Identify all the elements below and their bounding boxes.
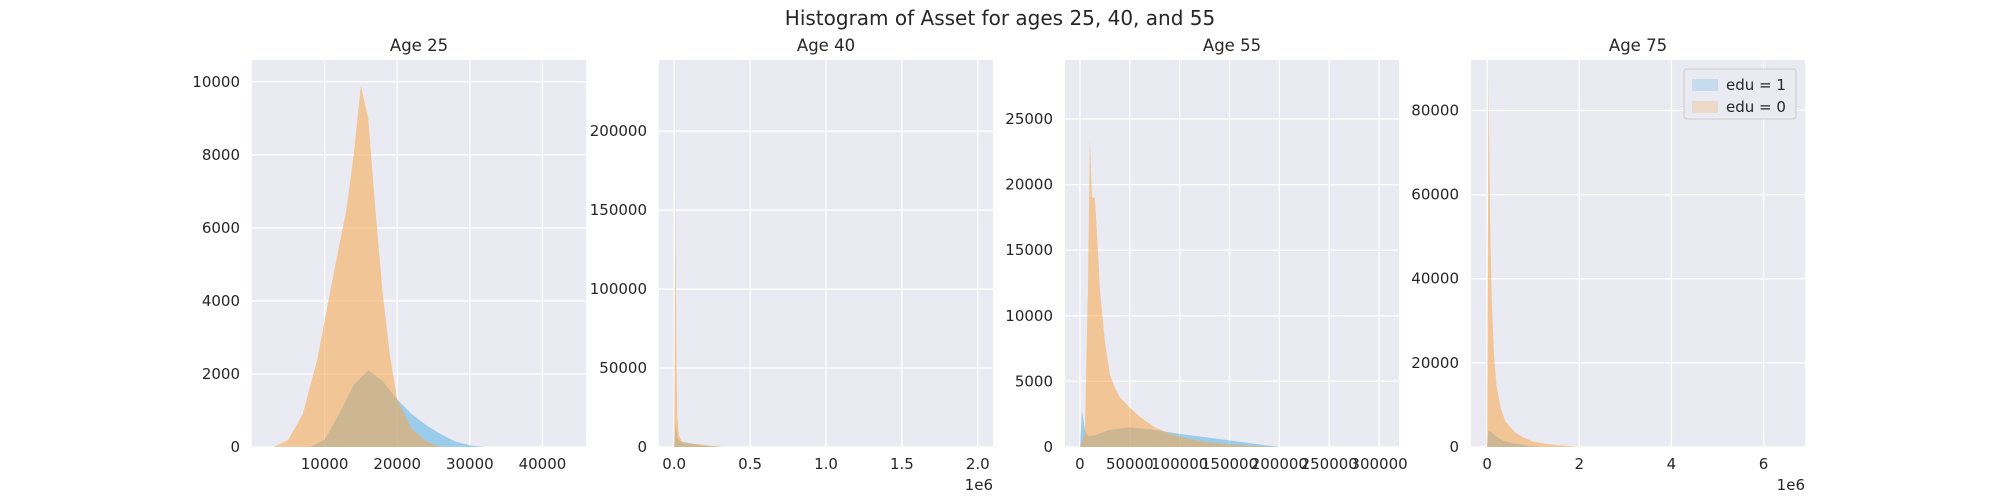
subplot-title: Age 25: [390, 36, 448, 55]
y-tick-label: 0: [1043, 438, 1053, 456]
x-tick-label: 20000: [373, 455, 421, 473]
x-tick-label: 6: [1759, 455, 1769, 473]
y-tick-label: 80000: [1411, 101, 1459, 119]
y-tick-label: 0: [1449, 438, 1459, 456]
y-tick-label: 2000: [202, 365, 240, 383]
x-tick-label: 200000: [1251, 455, 1308, 473]
plot-area: [1471, 60, 1805, 447]
plot-area: [252, 60, 586, 447]
x-tick-label: 300000: [1350, 455, 1407, 473]
x-tick-label: 1.0: [814, 455, 838, 473]
y-tick-label: 10000: [1005, 307, 1053, 325]
x-tick-label: 0: [1075, 455, 1085, 473]
y-tick-label: 20000: [1411, 354, 1459, 372]
legend-frame: [1683, 68, 1797, 120]
y-tick-label: 200000: [590, 122, 647, 140]
y-tick-label: 4000: [202, 292, 240, 310]
legend-swatch: [1692, 79, 1718, 91]
subplot-age-75: 0 2 4 6 0 20000 40000 60000 80000 1e6 Age 75: [1411, 36, 1805, 494]
x-tick-label: 2.0: [966, 455, 990, 473]
subplot-age-25: 10000 20000 30000 40000 0 2000 4000 6000 8000 100…: [192, 36, 586, 473]
subplot-age-40: 0.0 0.5 1.0 1.5 2.0 0 50000 100000 150000 200000 1…: [590, 36, 993, 494]
x-tick-label: 30000: [446, 455, 494, 473]
x-offset-label: 1e6: [965, 476, 993, 494]
y-tick-label: 40000: [1411, 270, 1459, 288]
histogram-series-edu-0: [1080, 138, 1280, 447]
y-tick-label: 0: [230, 438, 240, 456]
y-tick-label: 5000: [1015, 372, 1053, 390]
histogram-series-edu-0: [273, 85, 441, 447]
x-tick-label: 0: [1482, 455, 1492, 473]
x-tick-label: 4: [1667, 455, 1677, 473]
x-tick-label: 100000: [1151, 455, 1208, 473]
subplot-title: Age 55: [1203, 36, 1261, 55]
y-tick-label: 20000: [1005, 176, 1053, 194]
figure-title: Histogram of Asset for ages 25, 40, and …: [785, 6, 1215, 30]
x-tick-label: 40000: [519, 455, 567, 473]
y-tick-label: 25000: [1005, 110, 1053, 128]
x-tick-label: 10000: [301, 455, 349, 473]
subplots: 10000 20000 30000 4000002000400060008000100…: [192, 36, 1805, 494]
x-tick-label: 1.5: [890, 455, 914, 473]
y-tick-label: 50000: [599, 359, 647, 377]
x-tick-label: 0.0: [662, 455, 686, 473]
y-tick-label: 10000: [192, 73, 240, 91]
y-tick-label: 15000: [1005, 241, 1053, 259]
histogram-series-edu-0: [1487, 76, 1580, 448]
y-tick-label: 0: [637, 438, 647, 456]
legend: edu = 1 edu = 0: [1683, 68, 1797, 120]
subplot-title: Age 75: [1609, 36, 1667, 55]
y-tick-label: 60000: [1411, 186, 1459, 204]
y-tick-label: 6000: [202, 219, 240, 237]
subplot-title: Age 40: [797, 36, 855, 55]
x-offset-label: 1e6: [1777, 476, 1805, 494]
x-tick-label: 2: [1574, 455, 1584, 473]
y-tick-label: 100000: [590, 280, 647, 298]
plot-area: [1065, 60, 1399, 447]
x-tick-label: 250000: [1301, 455, 1358, 473]
x-tick-label: 50000: [1106, 455, 1154, 473]
x-tick-label: 150000: [1201, 455, 1258, 473]
x-tick-label: 0.5: [738, 455, 762, 473]
y-tick-label: 8000: [202, 146, 240, 164]
legend-label: edu = 1: [1726, 76, 1786, 94]
y-tick-label: 150000: [590, 201, 647, 219]
legend-label: edu = 0: [1726, 98, 1786, 116]
legend-swatch: [1692, 101, 1718, 113]
